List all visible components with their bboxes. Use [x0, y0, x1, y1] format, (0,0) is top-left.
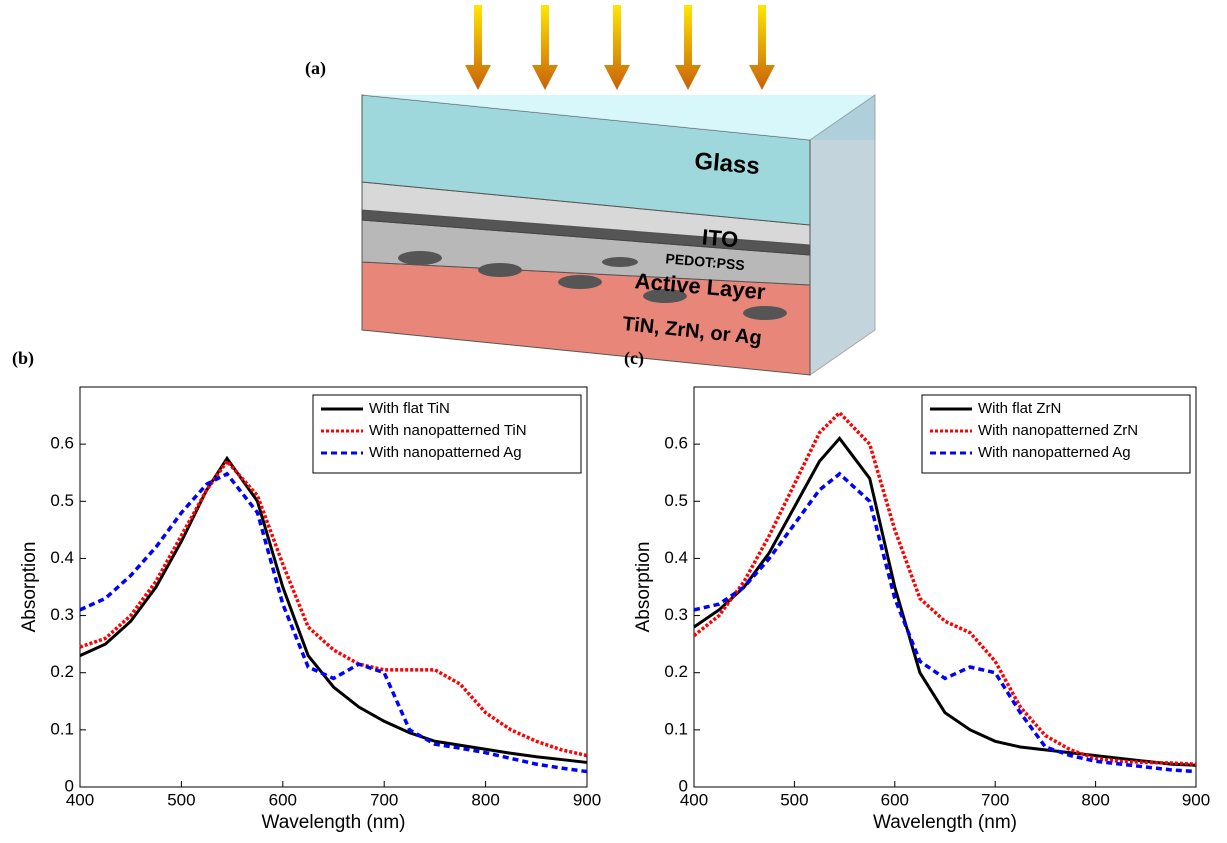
legend-label: With nanopatterned ZrN — [978, 422, 1138, 439]
y-tick-label: 0.1 — [664, 719, 688, 738]
y-tick-label: 0.3 — [50, 605, 74, 624]
chart: (c) 400 500 600 700 800 900 0 0.1 0.2 0.3 0.4 0.5 0.6… — [624, 348, 1210, 833]
data-line — [79, 471, 588, 774]
x-tick-label: 400 — [680, 790, 708, 809]
x-tick-label: 400 — [66, 790, 94, 809]
chart: (b) 400 500 600 700 800 900 0 0.1 0.2 0.3 0.4 0.5 0.6… — [12, 348, 601, 833]
y-tick-label: 0.6 — [664, 434, 688, 453]
x-axis-label: Wavelength (nm) — [873, 812, 1017, 833]
y-tick-label: 0.4 — [664, 548, 688, 567]
data-line — [692, 410, 1197, 766]
x-tick-label: 800 — [471, 790, 499, 809]
y-tick-label: 0 — [65, 776, 74, 795]
panel-label: (a) — [305, 58, 326, 79]
legend-label: With flat TiN — [369, 400, 450, 417]
y-tick-label: 0.6 — [50, 434, 74, 453]
y-tick-label: 0.5 — [50, 491, 74, 510]
layer-label: PEDOT:PSS — [665, 250, 745, 273]
x-tick-label: 500 — [780, 790, 808, 809]
light-arrows — [465, 5, 775, 90]
y-tick-label: 0.1 — [50, 719, 74, 738]
x-tick-label: 700 — [981, 790, 1009, 809]
x-tick-label: 900 — [573, 790, 601, 809]
legend-label: With nanopatterned Ag — [369, 444, 522, 461]
x-tick-label: 600 — [269, 790, 297, 809]
data-line — [79, 458, 588, 758]
legend-label: With nanopatterned TiN — [369, 422, 527, 439]
legend-label: With flat ZrN — [978, 400, 1061, 417]
y-tick-label: 0.5 — [664, 491, 688, 510]
x-tick-label: 900 — [1182, 790, 1210, 809]
y-axis-label: Absorption — [633, 542, 654, 633]
data-line — [693, 436, 1197, 767]
y-tick-label: 0.2 — [664, 662, 688, 681]
layer-label: Glass — [693, 148, 760, 181]
x-tick-label: 800 — [1081, 790, 1109, 809]
x-tick-label: 600 — [881, 790, 909, 809]
data-line — [79, 455, 588, 764]
y-tick-label: 0.2 — [50, 662, 74, 681]
nanopatterns — [398, 251, 787, 320]
panel-label: (c) — [624, 348, 644, 369]
panel-label: (b) — [12, 348, 34, 369]
y-axis-label: Absorption — [19, 542, 40, 633]
legend-label: With nanopatterned Ag — [978, 444, 1131, 461]
y-tick-label: 0.4 — [50, 548, 74, 567]
x-tick-label: 700 — [370, 790, 398, 809]
data-line — [693, 471, 1197, 774]
x-axis-label: Wavelength (nm) — [262, 812, 406, 833]
x-tick-label: 500 — [167, 790, 195, 809]
device-diagram: (a) Glass ITO PEDOT:PSS Active Layer TiN… — [305, 5, 876, 376]
y-tick-label: 0.3 — [664, 605, 688, 624]
layer-label: ITO — [701, 224, 739, 252]
y-tick-label: 0 — [679, 776, 688, 795]
